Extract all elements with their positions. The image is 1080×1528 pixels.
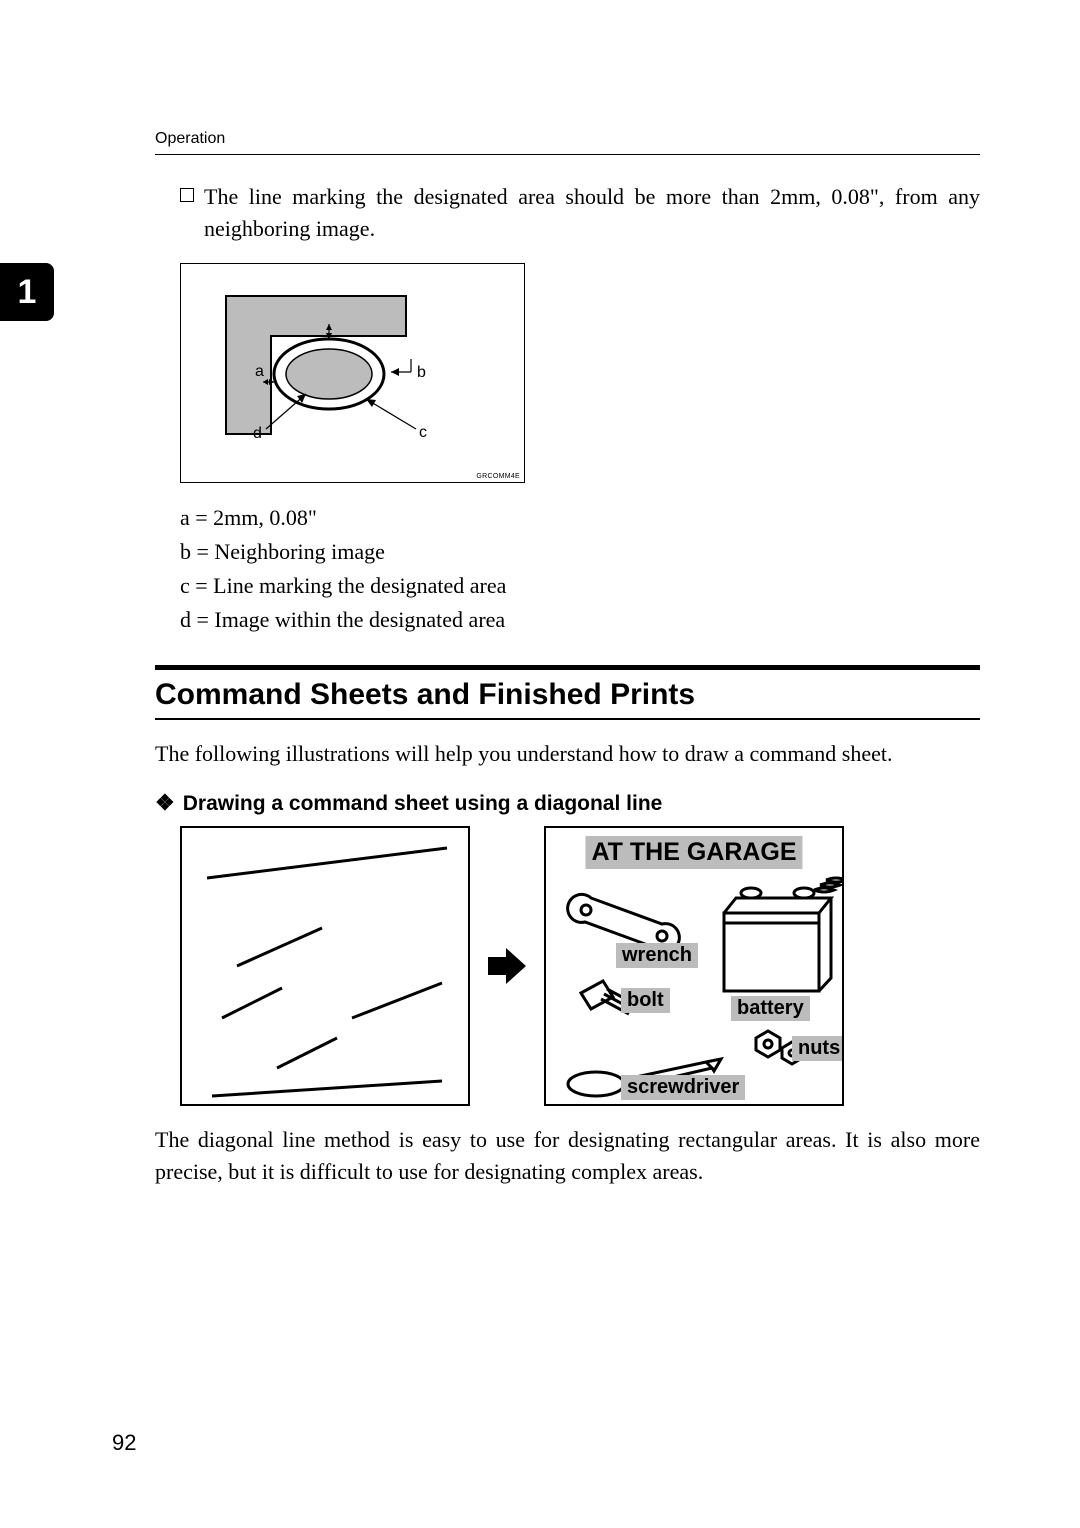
header-rule [155, 154, 980, 155]
page-header-section: Operation [100, 130, 980, 148]
sub-heading-text: Drawing a command sheet using a diagonal… [183, 792, 663, 815]
arrow-right-icon [486, 945, 528, 987]
diagram-label-d: d [253, 425, 262, 442]
label-wrench: wrench [616, 943, 698, 968]
label-bolt: bolt [621, 988, 670, 1013]
diagram-label-a: a [255, 363, 264, 380]
label-battery: battery [731, 996, 810, 1021]
checkbox-bullet-icon [180, 188, 194, 202]
label-screwdriver: screwdriver [621, 1075, 745, 1100]
legend-d: d = Image within the designated area [180, 603, 980, 637]
legend-a: a = 2mm, 0.08" [180, 501, 980, 535]
section-rule-bottom [155, 718, 980, 720]
diagram-svg: b a c d [181, 264, 526, 484]
section-heading: Command Sheets and Finished Prints [155, 678, 980, 712]
paragraph-after-figure: The diagonal line method is easy to use … [155, 1124, 980, 1188]
diagram-area-marking: b a c d GRCOMM4E [180, 263, 525, 483]
page-number: 92 [112, 1430, 136, 1456]
diamond-bullet-icon: ❖ [155, 790, 175, 816]
diagram-tag: GRCOMM4E [476, 473, 520, 480]
diagram-label-c: c [419, 424, 427, 441]
diagram-label-b: b [417, 364, 426, 381]
battery-icon [724, 878, 844, 991]
legend-b: b = Neighboring image [180, 535, 980, 569]
bullet-text: The line marking the designated area sho… [204, 181, 980, 245]
section-intro: The following illustrations will help yo… [155, 738, 980, 770]
legend-list: a = 2mm, 0.08" b = Neighboring image c =… [180, 501, 980, 637]
command-sheet-svg [182, 828, 472, 1108]
legend-c: c = Line marking the designated area [180, 569, 980, 603]
bullet-paragraph: The line marking the designated area sho… [180, 181, 980, 245]
chapter-tab: 1 [0, 263, 54, 321]
label-nuts: nuts [792, 1036, 844, 1061]
result-sheet-figure: AT THE GARAGE [544, 826, 844, 1106]
sub-heading: ❖ Drawing a command sheet using a diagona… [155, 790, 980, 816]
section-rule-top [155, 665, 980, 670]
command-sheet-figure [180, 826, 470, 1106]
